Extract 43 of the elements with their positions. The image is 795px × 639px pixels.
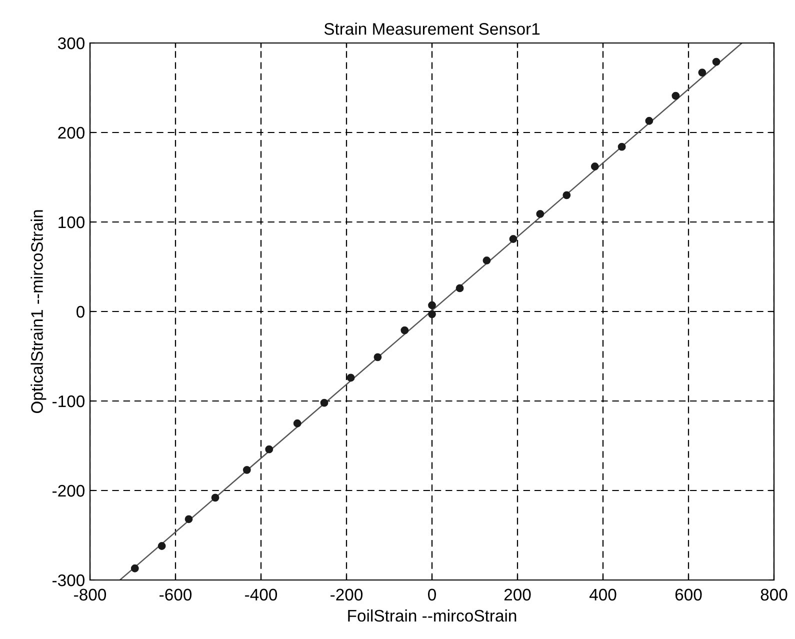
- y-axis-title: OpticalStrain1 --mircoStrain: [30, 210, 46, 414]
- y-tick-label: -300: [52, 574, 84, 586]
- point: [509, 235, 518, 243]
- point: [242, 466, 251, 474]
- y-tick-label: -100: [52, 395, 84, 408]
- chart-title: Strain Measurement Sensor1: [324, 22, 540, 35]
- x-tick-label: -400: [245, 588, 278, 601]
- point: [184, 515, 193, 524]
- x-tick-label: -800: [74, 588, 106, 601]
- x-tick-label: 600: [675, 588, 702, 601]
- point: [400, 326, 409, 334]
- x-tick-label: 200: [504, 588, 531, 601]
- point: [346, 374, 355, 382]
- point: [712, 58, 720, 66]
- point: [265, 445, 274, 454]
- y-tick-label: 0: [76, 306, 84, 318]
- x-axis-title: FoilStrain --mircoStrain: [348, 609, 516, 622]
- y-tick-label: 200: [58, 126, 84, 139]
- point: [536, 210, 544, 218]
- y-tick-label: 300: [58, 37, 84, 50]
- y-tick-label: 100: [58, 216, 84, 228]
- point: [428, 310, 436, 318]
- point: [456, 284, 464, 292]
- x-tick-label: 400: [589, 588, 616, 601]
- x-tick-label: -600: [160, 588, 192, 601]
- point: [428, 301, 436, 310]
- point: [698, 68, 706, 76]
- x-tick-label: -200: [330, 588, 363, 601]
- x-tick-label: 0: [428, 588, 436, 601]
- point: [590, 162, 599, 170]
- point: [320, 398, 328, 407]
- point: [130, 564, 139, 572]
- x-tick-label: 800: [760, 588, 788, 601]
- point: [374, 353, 382, 362]
- point: [672, 92, 680, 100]
- point: [158, 542, 166, 550]
- point: [645, 116, 654, 125]
- point: [293, 419, 302, 428]
- point: [562, 191, 571, 200]
- point: [618, 142, 626, 151]
- y-tick-label: -200: [52, 484, 84, 497]
- point: [211, 494, 220, 502]
- point: [482, 256, 491, 264]
